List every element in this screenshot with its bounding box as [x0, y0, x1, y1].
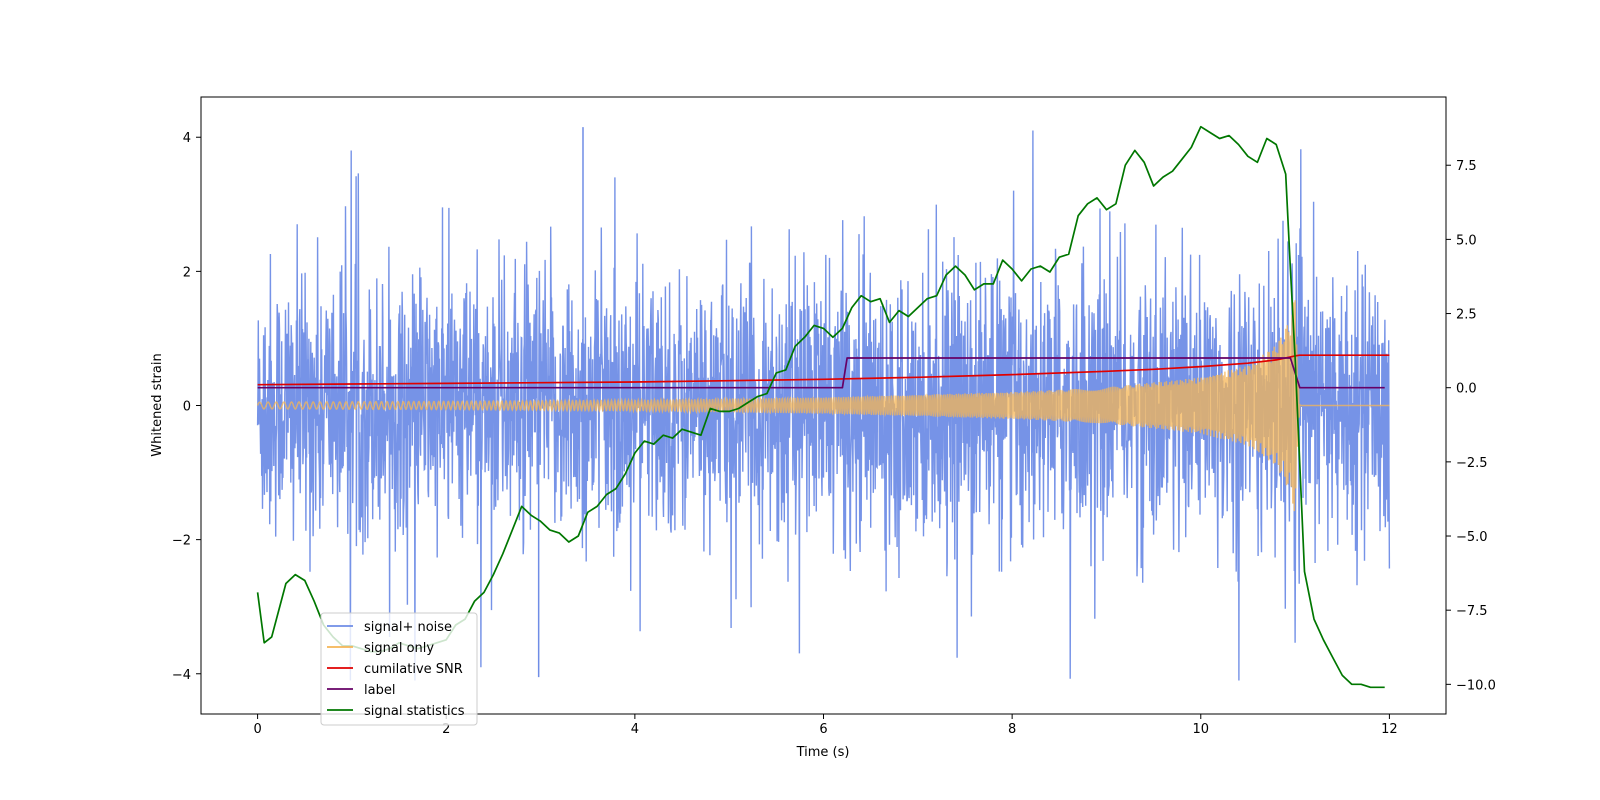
y-tick-label: 4 [183, 131, 191, 146]
y-tick-label: −2 [172, 534, 191, 549]
series-signal-only [256, 300, 1390, 512]
legend-label: cumilative SNR [364, 662, 463, 677]
x-axis-label: Time (s) [796, 745, 850, 760]
y-tick-label: −4 [172, 668, 191, 683]
y-right-tick-label: −2.5 [1456, 456, 1488, 471]
y-axis-right: −10.0 −7.5 −5.0 −2.5 0.0 2.5 5.0 7.5 [1446, 159, 1496, 693]
x-axis: 0 2 4 6 8 10 12 [253, 714, 1398, 737]
y-right-tick-label: −7.5 [1456, 604, 1488, 619]
x-tick-label: 4 [631, 722, 639, 737]
y-right-tick-label: −10.0 [1456, 678, 1496, 693]
legend-label: label [364, 683, 395, 698]
label-line [257, 357, 1385, 389]
y-axis-left: −4 −2 0 2 4 [172, 131, 201, 683]
legend-label: signal+ noise [364, 620, 452, 635]
legend-label: signal only [364, 641, 434, 656]
x-tick-label: 2 [442, 722, 450, 737]
x-tick-label: 6 [819, 722, 827, 737]
x-tick-label: 0 [253, 722, 261, 737]
y-right-tick-label: 5.0 [1456, 233, 1477, 248]
x-tick-label: 12 [1381, 722, 1398, 737]
y-tick-label: 0 [183, 400, 191, 415]
series-label [257, 357, 1385, 389]
legend-label: signal statistics [364, 704, 465, 719]
y-tick-label: 2 [183, 265, 191, 280]
y-axis-label: Whitened strain [150, 353, 165, 456]
legend: signal+ noise signal only cumilative SNR la… [320, 612, 478, 726]
y-right-tick-label: 2.5 [1456, 308, 1477, 323]
x-tick-label: 10 [1192, 722, 1209, 737]
y-right-tick-label: 7.5 [1456, 159, 1477, 174]
y-right-tick-label: 0.0 [1456, 382, 1477, 397]
y-right-tick-label: −5.0 [1456, 530, 1488, 545]
x-tick-label: 8 [1008, 722, 1016, 737]
legend-box [320, 612, 478, 726]
signal-only-line [256, 300, 1390, 512]
